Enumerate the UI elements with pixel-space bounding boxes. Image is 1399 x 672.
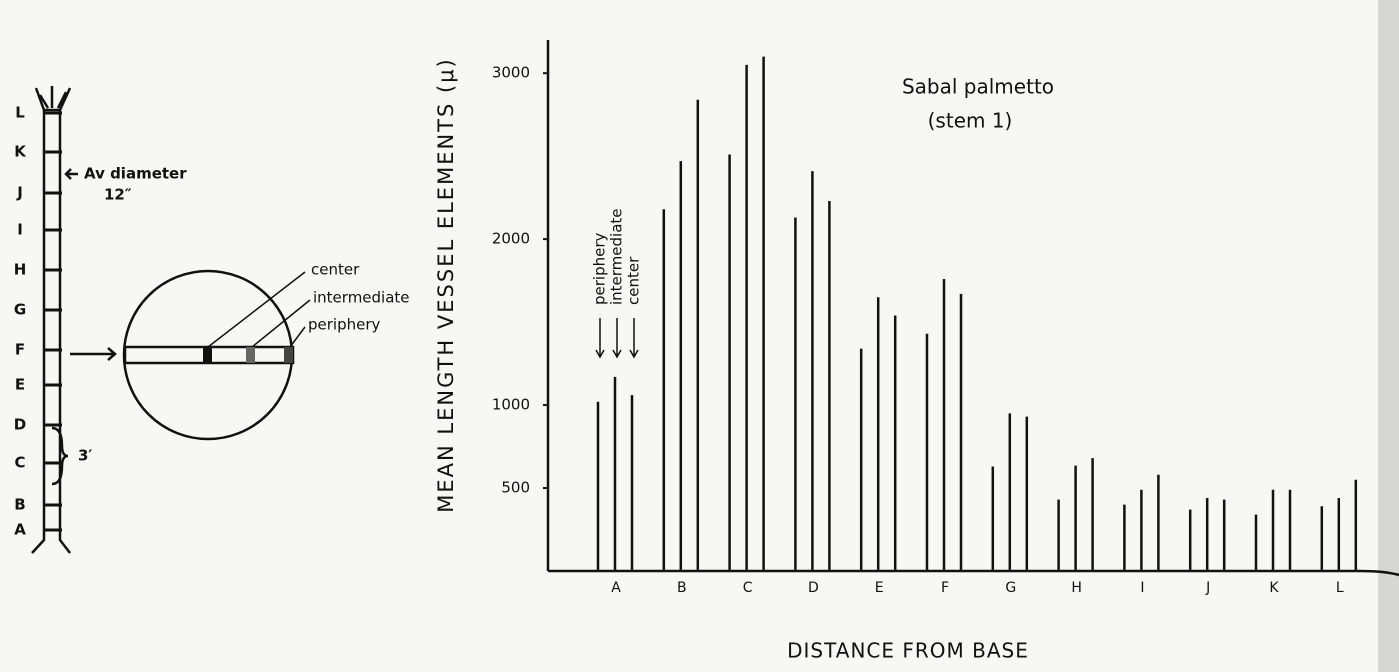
x-tick-label: H — [1071, 580, 1082, 596]
stem-label: L — [15, 104, 25, 122]
stem-label: C — [14, 454, 25, 472]
legend-label: periphery — [591, 232, 609, 305]
y-tick-label: 500 — [501, 479, 530, 497]
stem-label: H — [14, 261, 27, 279]
x-axis-label: DISTANCE FROM BASE — [787, 639, 1029, 663]
diameter-value: 12″ — [104, 186, 132, 204]
x-tick-label: I — [1140, 580, 1144, 596]
legend-arrow — [595, 318, 605, 359]
chart-subtitle: (stem 1) — [928, 109, 1013, 133]
stem-label: A — [14, 521, 26, 539]
y-axis-label: MEAN LENGTH VESSEL ELEMENTS (μ) — [434, 57, 458, 512]
x-tick-label: D — [808, 580, 819, 596]
center-sample — [203, 347, 212, 363]
segment-length: 3′ — [78, 447, 92, 465]
x-tick-label: J — [1205, 580, 1210, 596]
x-tick-label: B — [677, 580, 687, 596]
x-tick-label: A — [611, 580, 621, 596]
x-tick-label: G — [1005, 580, 1016, 596]
x-tick-label: C — [743, 580, 753, 596]
chart-title: Sabal palmetto — [902, 75, 1054, 99]
stem-label: B — [14, 496, 25, 514]
legend-label: center — [625, 256, 643, 305]
stem-label: K — [14, 143, 27, 161]
diameter-arrow — [64, 168, 78, 180]
stem-label: J — [16, 184, 23, 202]
scan-edge — [1378, 0, 1399, 672]
x-tick-label: L — [1336, 580, 1344, 596]
stem-label: G — [14, 301, 26, 319]
section-arrow — [70, 347, 117, 361]
x-tick-label: E — [875, 580, 884, 596]
segment-brace — [51, 426, 69, 486]
section-label: center — [311, 261, 360, 279]
y-tick-label: 2000 — [492, 230, 530, 248]
legend-arrow — [612, 318, 622, 359]
x-tick-label: F — [941, 580, 949, 596]
leader-lines — [207, 271, 311, 348]
intermediate-sample — [246, 347, 255, 363]
y-tick-label: 3000 — [492, 64, 530, 82]
stem-label: F — [15, 341, 25, 359]
x-tick-label: K — [1269, 580, 1279, 596]
legend-arrow — [629, 318, 639, 359]
stem-label: I — [17, 221, 23, 239]
diameter-note: Av diameter — [84, 165, 187, 183]
y-tick-label: 1000 — [492, 396, 530, 414]
stem — [31, 110, 71, 554]
stem-crown — [34, 86, 72, 112]
section-label: periphery — [308, 316, 381, 334]
legend-label: intermediate — [608, 208, 626, 305]
section-label: intermediate — [313, 289, 410, 307]
stem-diagram: Av diameter 12″ 3′ center intermediate p… — [31, 86, 410, 554]
stem-label: D — [14, 416, 26, 434]
stem-label: E — [15, 376, 25, 394]
x-axis — [548, 569, 1399, 577]
periphery-sample — [284, 347, 293, 363]
